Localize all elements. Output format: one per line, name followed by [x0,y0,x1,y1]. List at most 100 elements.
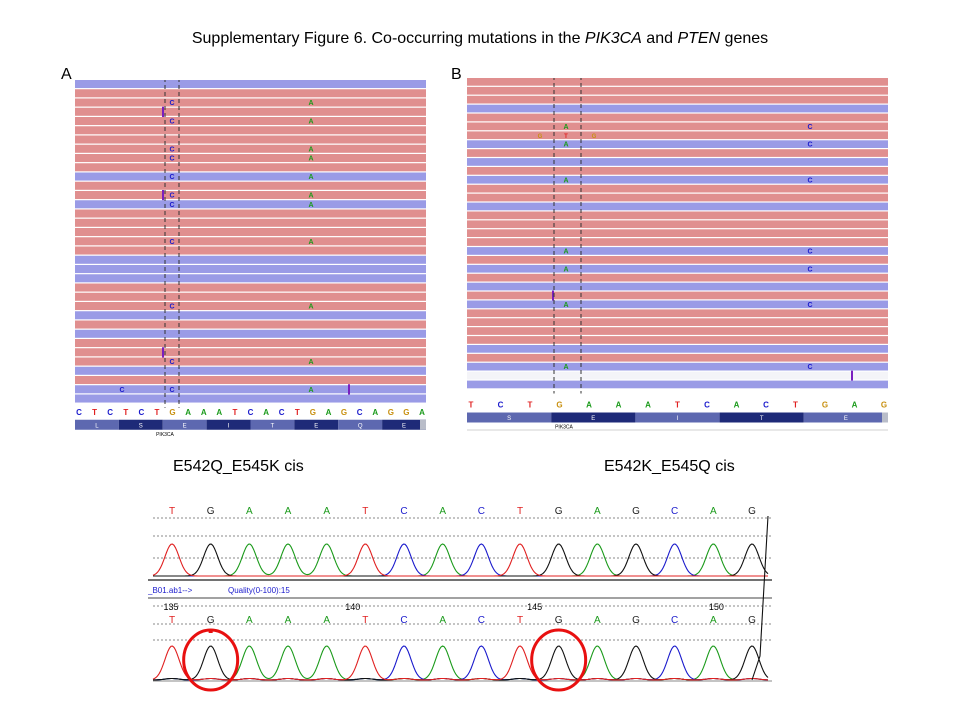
read-row [467,104,888,113]
mutation-highlight-circle [182,628,240,692]
reference-base: A [645,401,651,410]
panel-a-caption: E542Q_E545K cis [173,458,304,475]
read-row [467,353,888,362]
called-base-top: A [710,506,717,517]
read-row [467,149,888,157]
amino-acid-label: T [271,423,275,429]
reference-base: C [704,401,710,410]
mutant-base-right: A [308,119,313,126]
reference-base: A [852,401,858,410]
reference-base: C [279,408,285,417]
trace-end [751,515,769,681]
read-row [75,283,426,292]
read-row [467,86,888,95]
called-base-top: A [246,506,253,517]
reference-base: G [403,408,409,417]
amino-acid-cell [162,419,207,430]
reference-base: G [556,401,562,410]
read-row [467,238,888,246]
mismatch-base: G [592,134,597,140]
position-label: 145 [527,602,542,612]
read-row [75,89,426,98]
read-row [75,126,426,135]
panel-b-read-pileup: A CG T GA CA CA CA CA CA CT C T G A A A T C A C T G A GS E I T EPIK… [467,78,888,431]
reference-base: T [295,408,300,417]
mutant-base-left: C [169,239,174,246]
mutant-base-left: C [169,304,174,311]
reference-base: C [248,408,254,417]
trace-header [148,582,772,596]
read-row [467,247,888,255]
reference-base: G [881,401,887,410]
called-base-top: T [517,506,523,517]
mismatch-base: G [538,134,543,140]
mutant-base-right: C [807,364,812,371]
called-base-bottom: T [362,615,368,626]
amino-acid-label: S [507,416,511,422]
read-row [467,78,888,86]
mutant-base-right: C [807,266,812,273]
mutant-base-left: C [169,359,174,366]
reference-base: T [92,408,97,417]
read-row [75,135,426,144]
mutant-base-right: A [308,156,313,163]
reference-base: A [734,401,740,410]
called-base-bottom: G [207,615,215,626]
trace-top-A [153,543,768,577]
reference-base: G [388,408,394,417]
called-base-top: G [632,506,640,517]
read-row [75,218,426,227]
read-row [467,264,888,273]
read-row [75,191,426,200]
mutant-base-left: C [169,100,174,107]
mutation-highlight-circle [530,628,588,692]
called-base-top: A [594,506,601,517]
read-row [75,98,426,107]
read-row [467,158,888,166]
read-row [467,220,888,229]
mutant-base-left: C [169,146,174,153]
read-row [75,311,426,320]
reference-base: G [341,408,347,417]
read-row [467,122,888,131]
mutant-base-right: C [807,142,812,149]
amino-acid-label: E [402,423,406,429]
read-row [75,154,426,163]
called-base-top: A [285,506,292,517]
amino-acid-label: Q [358,423,363,429]
read-row [75,339,426,348]
called-base-bottom: T [517,615,523,626]
reference-base: T [123,408,128,417]
called-base-top: G [207,506,215,517]
called-base-top: G [748,506,756,517]
read-row [75,228,426,237]
read-row [467,211,888,220]
read-row [75,255,426,264]
figure-title: Supplementary Figure 6. Co-occurring mut… [191,30,769,47]
read-row [75,209,426,218]
amino-acid-label: E [183,423,187,429]
amino-acid-label: E [591,416,595,422]
reference-base: A [201,408,207,417]
mutant-base-left: C [169,193,174,200]
amino-acid-label: E [844,416,848,422]
mutant-base-right: A [308,146,313,153]
mutant-base-left: A [563,266,568,273]
read-row [75,329,426,338]
mutant-base-left: C [169,156,174,163]
amino-acid-label: T [760,416,764,422]
mutant-base-left: A [563,124,568,131]
read-row [75,302,426,311]
mutant-base-right: A [308,304,313,311]
reference-base: A [419,408,425,417]
reference-base: G [822,401,828,410]
amino-acid-label: S [139,423,143,429]
called-base-top: A [439,506,446,517]
called-base-bottom: C [478,615,485,626]
read-row [75,163,426,172]
mutant-base-right: A [308,202,313,209]
read-row [75,237,426,246]
reference-base: G [310,408,316,417]
track-scroll-end [420,419,426,430]
read-row [467,345,888,353]
